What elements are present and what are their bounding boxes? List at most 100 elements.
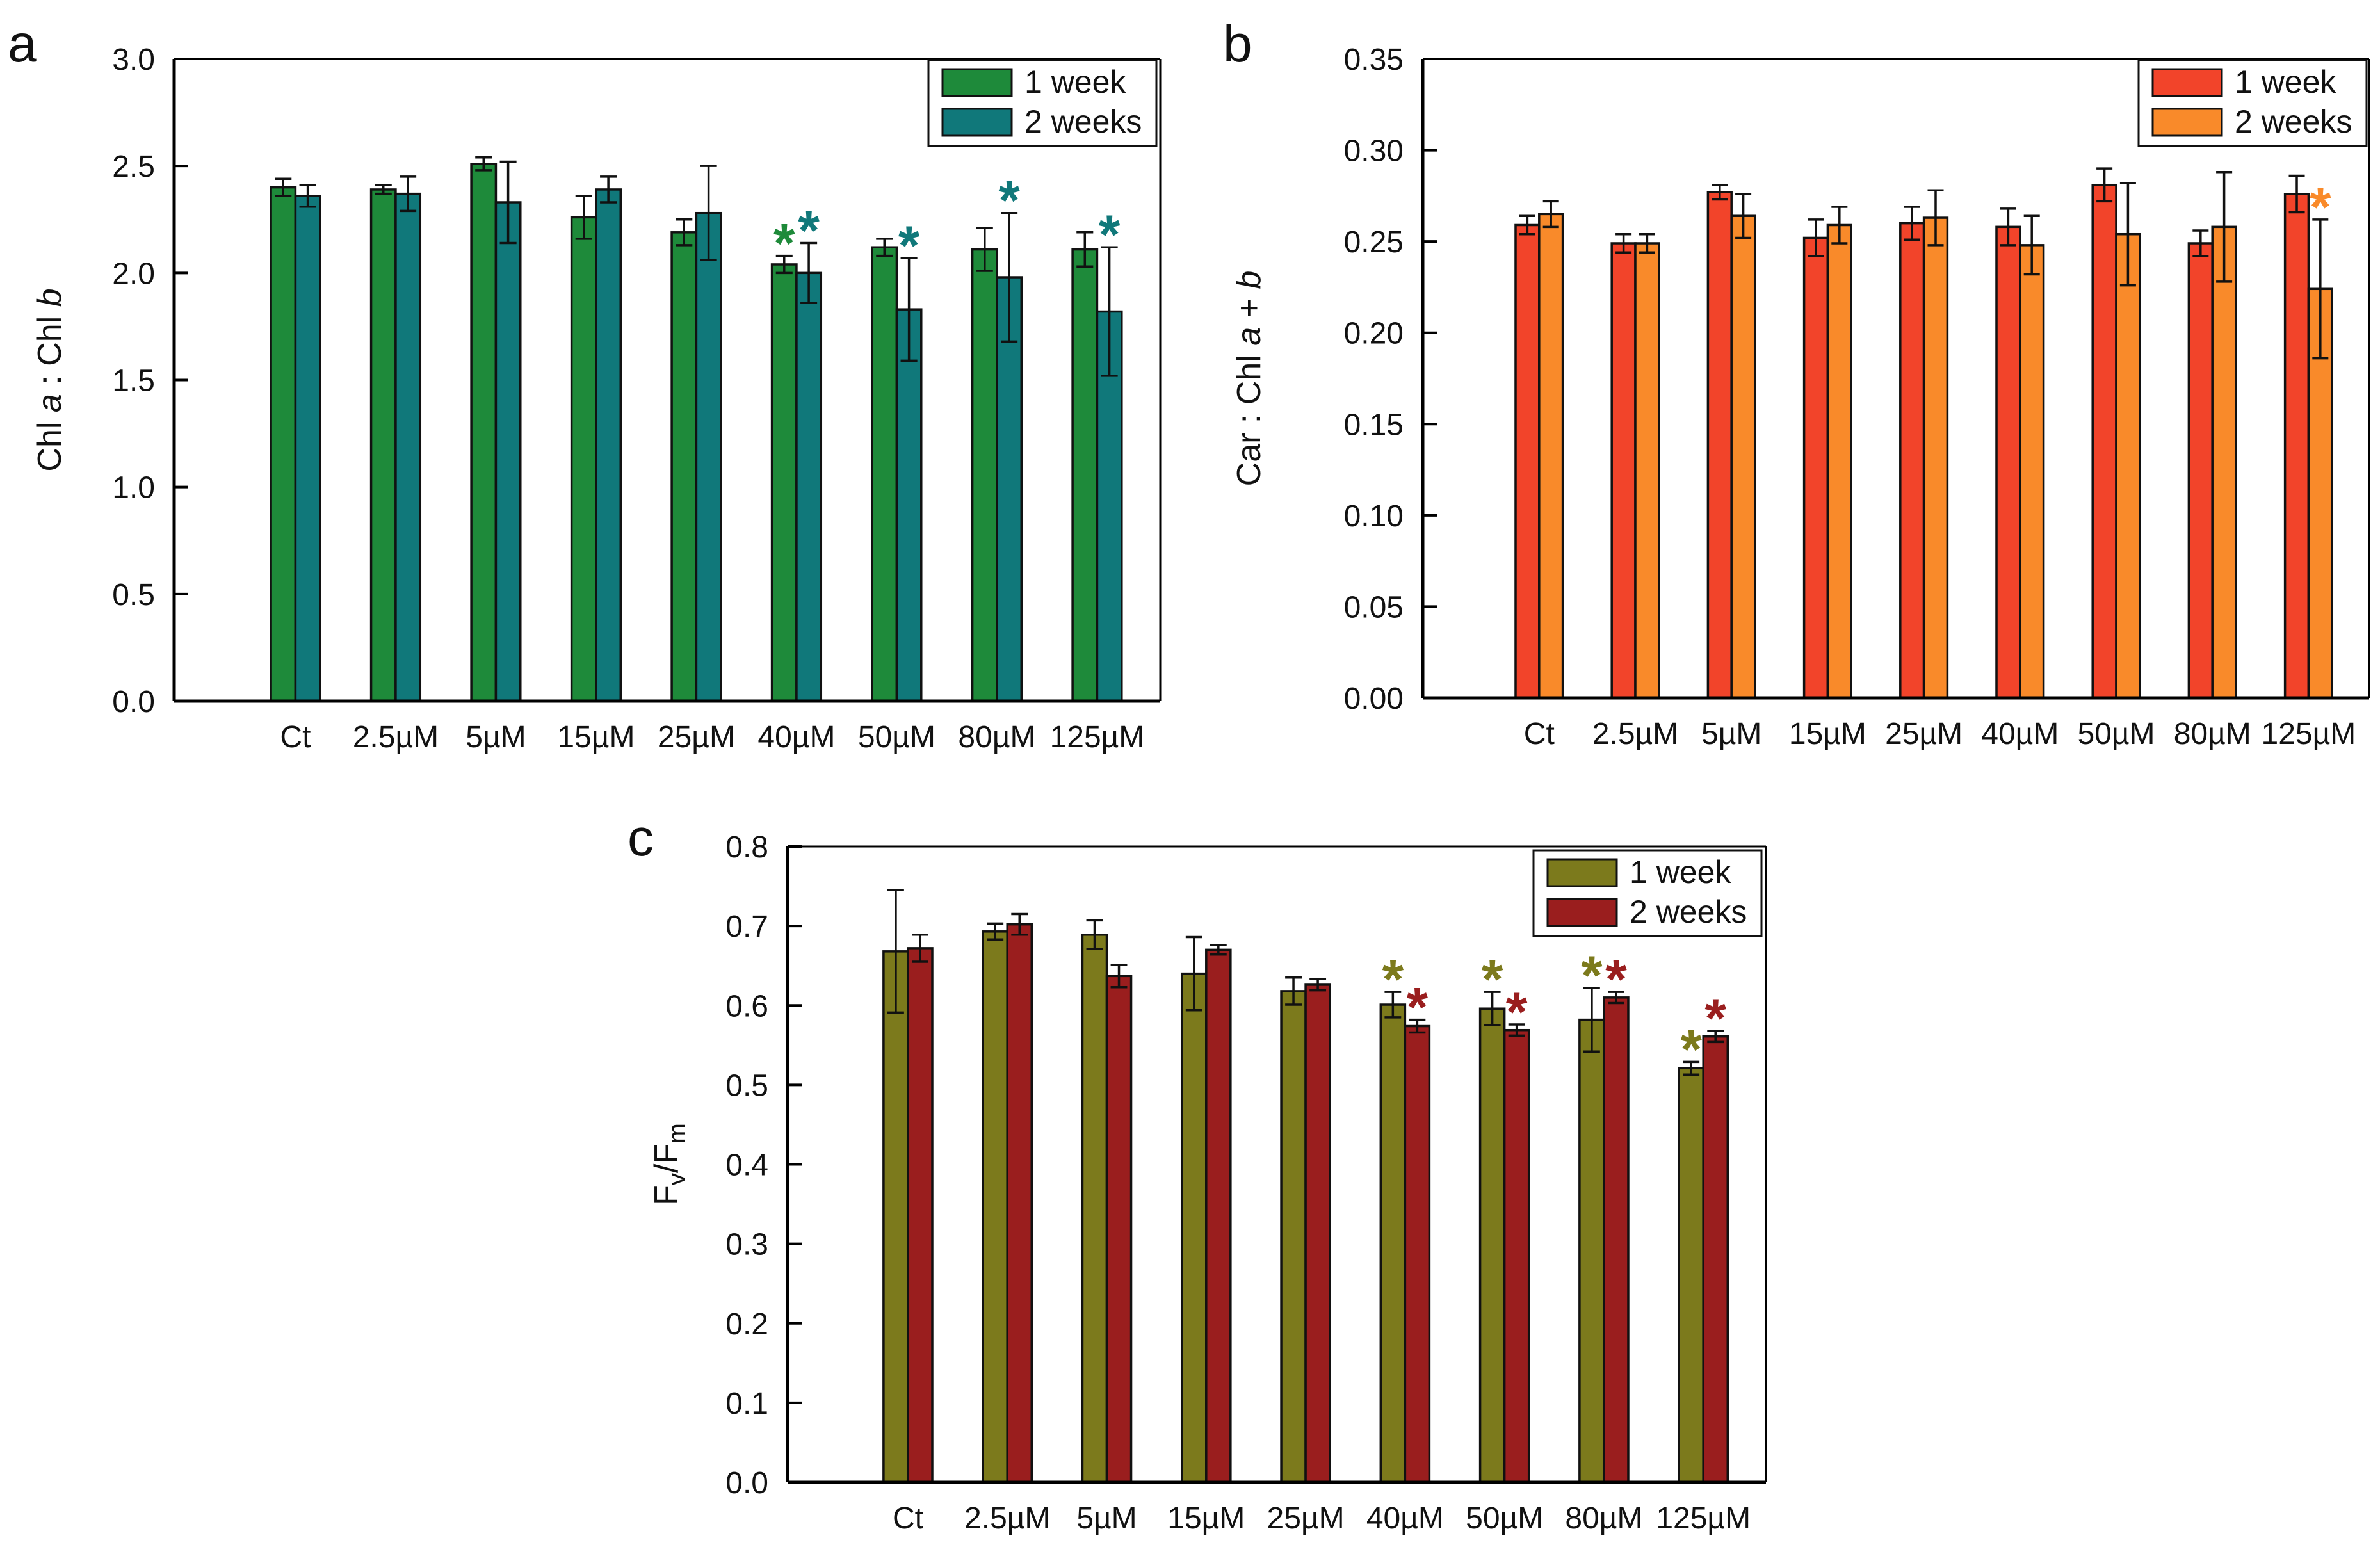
significance-star: * bbox=[1482, 949, 1503, 1010]
x-tick-label: 40µM bbox=[1366, 1501, 1444, 1535]
significance-star: * bbox=[1704, 988, 1726, 1049]
legend-label: 1 week bbox=[1630, 854, 1731, 890]
x-tick-label: 5µM bbox=[1076, 1501, 1137, 1535]
x-tick-label: 15µM bbox=[1789, 717, 1866, 751]
bar bbox=[1922, 216, 1949, 699]
x-tick-label: 2.5µM bbox=[1592, 717, 1678, 751]
bar bbox=[1006, 923, 1033, 1484]
legend-swatch bbox=[941, 68, 1013, 97]
y-axis-label-part: /F bbox=[648, 1144, 685, 1173]
bar bbox=[770, 263, 798, 702]
y-tick-label: 2.0 bbox=[112, 257, 155, 291]
x-tick-label: 50µM bbox=[858, 720, 935, 754]
bar bbox=[2019, 244, 2045, 699]
y-tick-label: 0.4 bbox=[725, 1149, 768, 1183]
significance-star: * bbox=[1680, 1019, 1702, 1080]
x-tick-label: 2.5µM bbox=[964, 1501, 1050, 1535]
y-axis-label: Fv/Fm bbox=[648, 1123, 691, 1206]
bar bbox=[2091, 183, 2117, 699]
bar bbox=[294, 195, 321, 702]
x-tick-label: Ct bbox=[280, 720, 311, 754]
significance-star: * bbox=[1099, 204, 1121, 266]
bar bbox=[570, 216, 597, 702]
y-axis-label-part: + bbox=[1231, 289, 1268, 327]
bar bbox=[1514, 223, 1541, 699]
x-tick-label: 125µM bbox=[1050, 720, 1145, 754]
x-tick-label: 25µM bbox=[1267, 1501, 1345, 1535]
bar bbox=[1379, 1003, 1407, 1484]
bar bbox=[895, 308, 923, 702]
x-tick-label: 40µM bbox=[1981, 717, 2059, 751]
legend-label: 1 week bbox=[1024, 64, 1126, 100]
y-axis-label-part: a bbox=[1231, 327, 1268, 346]
y-axis-label-part: Car : Chl bbox=[1231, 346, 1268, 487]
x-tick-label: 5µM bbox=[1701, 717, 1761, 751]
x-tick-label: 80µM bbox=[1565, 1501, 1642, 1535]
bar bbox=[1730, 214, 1756, 699]
bar bbox=[1205, 948, 1232, 1484]
y-tick-label: 0.05 bbox=[1344, 590, 1404, 624]
y-axis-label-part: m bbox=[664, 1123, 691, 1144]
y-tick-label: 1.0 bbox=[112, 471, 155, 505]
bar bbox=[1081, 934, 1108, 1484]
x-tick-label: 125µM bbox=[2262, 717, 2356, 751]
panel-b: b 0.00 0.05 0.10 0.15 0.20 0.25 0.30 0.35 * Ct 2.5… bbox=[1223, 15, 2370, 751]
bar bbox=[470, 163, 498, 702]
bar bbox=[1678, 1067, 1704, 1484]
bar bbox=[1899, 222, 1925, 699]
bar bbox=[871, 246, 898, 702]
panel-a: a 0.00.51.01.52.02.53.0* * ***Ct 2.5µM 5µM 15… bbox=[8, 15, 1162, 754]
bar bbox=[494, 201, 522, 702]
bar bbox=[1478, 1007, 1506, 1484]
x-tick-label: 125µM bbox=[1656, 1501, 1751, 1535]
x-tick-label: 25µM bbox=[1885, 717, 1963, 751]
significance-star: * bbox=[2310, 177, 2331, 238]
legend-label: 1 week bbox=[2235, 64, 2336, 100]
significance-star: * bbox=[898, 215, 920, 277]
bar bbox=[270, 186, 297, 702]
y-axis-label: Car : Chl a + b bbox=[1231, 271, 1268, 487]
significance-star: * bbox=[798, 200, 820, 262]
y-axis-label-part: v bbox=[664, 1173, 691, 1185]
y-tick-label: 0.5 bbox=[112, 578, 155, 612]
significance-star: * bbox=[998, 170, 1020, 232]
bar bbox=[971, 248, 998, 702]
significance-star: * bbox=[773, 213, 795, 275]
bar bbox=[907, 947, 934, 1484]
bar bbox=[1180, 972, 1208, 1484]
panel-letter-a: a bbox=[8, 15, 37, 73]
bar bbox=[1702, 1035, 1729, 1484]
legend-label: 2 weeks bbox=[2235, 104, 2352, 140]
bar bbox=[1503, 1028, 1530, 1484]
panel-letter-c: c bbox=[627, 809, 654, 867]
y-axis-label-part: b bbox=[31, 288, 69, 307]
panel-c: c 0.00.10.20.30.40.50.60.70.8* * *** ***Ct 2… bbox=[627, 809, 1767, 1535]
y-tick-label: 0.7 bbox=[725, 910, 768, 944]
bar bbox=[1304, 983, 1331, 1484]
bar bbox=[695, 211, 722, 702]
y-tick-label: 0.6 bbox=[725, 989, 768, 1023]
y-tick-label: 0.00 bbox=[1344, 682, 1404, 716]
y-tick-label: 0.20 bbox=[1344, 317, 1404, 351]
y-tick-label: 0.15 bbox=[1344, 408, 1404, 442]
y-tick-label: 0.1 bbox=[725, 1387, 768, 1421]
bar bbox=[1071, 248, 1099, 702]
x-tick-label: 50µM bbox=[1466, 1501, 1543, 1535]
bar bbox=[369, 188, 397, 702]
x-tick-label: 25µM bbox=[658, 720, 735, 754]
bar bbox=[1634, 242, 1660, 699]
legend-swatch bbox=[941, 108, 1013, 137]
bar bbox=[2115, 232, 2141, 699]
y-tick-label: 0.5 bbox=[725, 1069, 768, 1103]
x-tick-label: Ct bbox=[1524, 717, 1555, 751]
bar bbox=[1404, 1024, 1431, 1484]
x-tick-label: 2.5µM bbox=[353, 720, 439, 754]
bar bbox=[2283, 193, 2310, 699]
y-axis-label-part: Chl bbox=[31, 412, 69, 471]
x-tick-label: 15µM bbox=[557, 720, 635, 754]
x-tick-label: 5µM bbox=[465, 720, 526, 754]
bar bbox=[882, 950, 909, 1484]
y-tick-label: 0.8 bbox=[725, 830, 768, 864]
x-tick-label: 80µM bbox=[2174, 717, 2251, 751]
x-tick-label: 80µM bbox=[958, 720, 1035, 754]
